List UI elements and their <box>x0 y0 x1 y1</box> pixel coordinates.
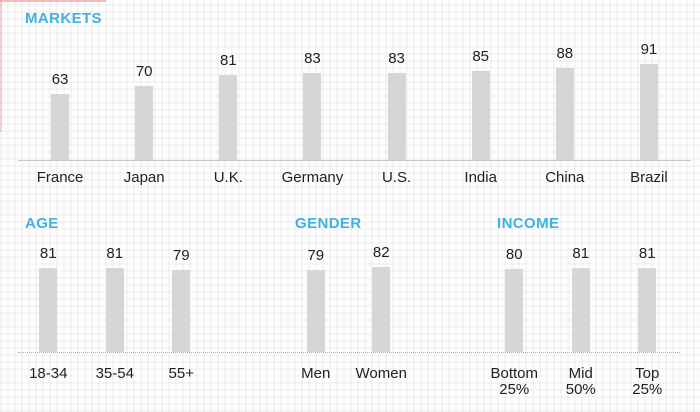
bar-group: 70 <box>102 64 186 160</box>
paper-margin-left-line <box>0 0 2 132</box>
bar <box>219 75 238 160</box>
category-label: Bottom 25% <box>490 365 539 398</box>
bar-group: 81 <box>614 246 681 352</box>
bar <box>51 94 70 160</box>
category-label: China <box>545 169 585 186</box>
value-label: 63 <box>51 71 69 88</box>
category-label: France <box>36 169 84 186</box>
category-label: U.K. <box>213 169 243 186</box>
paper-margin-top-line <box>0 0 106 2</box>
category-label: India <box>464 169 497 186</box>
bar-group: 85 <box>439 49 523 160</box>
value-label: 81 <box>106 245 124 262</box>
bar <box>372 267 391 352</box>
bar-group: 88 <box>523 46 607 160</box>
value-label: 91 <box>640 41 658 58</box>
bar <box>105 268 124 352</box>
value-label: 81 <box>219 52 237 69</box>
category-label: U.S. <box>381 169 412 186</box>
category-label: Top 25% <box>632 365 663 398</box>
age-category-labels: 18-34 35-54 55+ <box>15 366 215 400</box>
bar <box>639 64 658 160</box>
bar-group: 81 <box>548 246 615 352</box>
value-label: 81 <box>638 245 656 262</box>
bar <box>172 270 191 352</box>
category-label: Women <box>355 365 407 382</box>
bar <box>306 270 325 352</box>
value-label: 82 <box>372 244 390 261</box>
value-label: 88 <box>556 45 574 62</box>
value-label: 81 <box>39 245 57 262</box>
bar <box>471 71 490 160</box>
category-label: Germany <box>281 169 344 186</box>
bar-group: 82 <box>349 245 415 352</box>
value-label: 81 <box>572 245 590 262</box>
bar <box>303 73 322 160</box>
gender-bars-row: 79 82 <box>283 212 414 352</box>
value-label: 85 <box>472 48 490 65</box>
gender-category-labels: Men Women <box>283 366 414 400</box>
bar <box>638 268 657 352</box>
bottom-axis-line <box>18 352 680 353</box>
value-label: 79 <box>172 247 190 264</box>
bar-group: 83 <box>270 51 354 160</box>
bar <box>571 268 590 352</box>
bar-group: 80 <box>481 247 548 352</box>
bar-group: 79 <box>148 248 215 352</box>
value-label: 83 <box>388 50 405 67</box>
category-label: Japan <box>123 169 165 186</box>
category-label: 18-34 <box>29 365 68 382</box>
category-label: Mid 50% <box>565 365 596 398</box>
bar-group: 81 <box>82 246 149 352</box>
bar <box>39 268 58 352</box>
value-label: 79 <box>307 247 325 264</box>
bar-group: 83 <box>355 51 439 160</box>
bar <box>135 86 154 160</box>
category-label: Brazil <box>630 169 668 186</box>
bar-group: 79 <box>283 248 349 352</box>
bar-group: 81 <box>15 246 82 352</box>
income-bars-row: 80 81 81 <box>481 212 681 352</box>
bar <box>555 68 574 160</box>
bar-group: 81 <box>186 53 270 160</box>
markets-category-labels: France Japan U.K. Germany U.S. India China Braz… <box>18 170 691 190</box>
age-section-title: AGE <box>25 215 59 232</box>
bar-group: 91 <box>607 42 691 160</box>
category-label: Men <box>301 365 331 382</box>
value-label: 70 <box>135 63 153 80</box>
income-category-labels: Bottom 25% Mid 50% Top 25% <box>481 366 681 400</box>
gender-section-title: GENDER <box>295 215 362 232</box>
bar-group: 63 <box>18 72 102 160</box>
category-label: 35-54 <box>95 365 134 382</box>
value-label: 83 <box>304 50 321 67</box>
category-label: 55+ <box>168 365 194 382</box>
bar <box>387 73 406 160</box>
bar <box>505 269 524 352</box>
markets-axis-line <box>18 160 691 161</box>
markets-bars-row: 63 70 81 83 83 85 88 91 <box>18 20 691 160</box>
age-bars-row: 81 81 79 <box>15 212 215 352</box>
markets-section-title: MARKETS <box>25 10 102 27</box>
value-label: 80 <box>505 246 523 263</box>
income-section-title: INCOME <box>497 215 560 232</box>
